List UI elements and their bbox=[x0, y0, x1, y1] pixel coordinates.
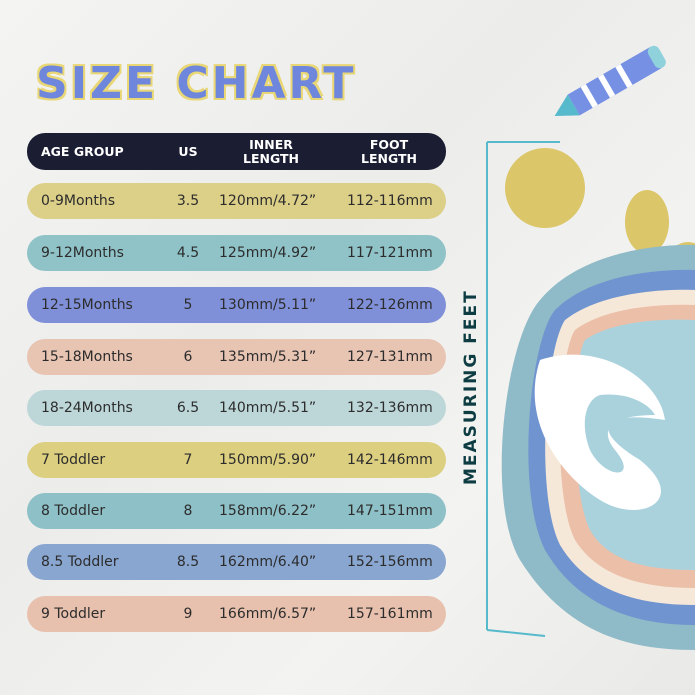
foot-length-cell: 122-126mm bbox=[347, 297, 433, 313]
age-cell: 8.5 Toddler bbox=[41, 554, 119, 570]
foot-length-cell: 152-156mm bbox=[347, 554, 433, 570]
inner-length-cell: 130mm/5.11” bbox=[219, 297, 317, 313]
ruler-lines bbox=[486, 141, 560, 637]
foot-shape bbox=[501, 148, 695, 651]
header-inner-line2: LENGTH bbox=[243, 150, 299, 166]
inner-length-cell: 135mm/5.31” bbox=[219, 349, 317, 365]
table-row: 9 Toddler 9 166mm/6.57” 157-161mm bbox=[27, 596, 446, 632]
table-row: 8 Toddler 8 158mm/6.22” 147-151mm bbox=[27, 493, 446, 529]
age-cell: 9-12Months bbox=[41, 245, 124, 261]
age-cell: 18-24Months bbox=[41, 400, 133, 416]
us-cell: 6 bbox=[183, 349, 193, 365]
header-inner-length: INNER LENGTH bbox=[231, 136, 311, 166]
us-cell: 7 bbox=[183, 452, 193, 468]
age-cell: 7 Toddler bbox=[41, 452, 106, 468]
foot-length-cell: 157-161mm bbox=[347, 606, 433, 622]
inner-length-cell: 140mm/5.51” bbox=[219, 400, 317, 416]
foot-length-cell: 112-116mm bbox=[347, 193, 433, 209]
us-cell: 4.5 bbox=[176, 245, 200, 261]
inner-length-cell: 166mm/6.57” bbox=[219, 606, 317, 622]
table-row: 18-24Months 6.5 140mm/5.51” 132-136mm bbox=[27, 390, 446, 426]
foot-length-cell: 132-136mm bbox=[347, 400, 433, 416]
us-cell: 9 bbox=[183, 606, 193, 622]
table-row: 7 Toddler 7 150mm/5.90” 142-146mm bbox=[27, 442, 446, 478]
us-cell: 8.5 bbox=[176, 554, 200, 570]
table-row: 12-15Months 5 130mm/5.11” 122-126mm bbox=[27, 287, 446, 323]
table-row: 9-12Months 4.5 125mm/4.92” 117-121mm bbox=[27, 235, 446, 271]
header-foot-line1: FOOT bbox=[369, 136, 409, 152]
pencil-icon bbox=[554, 45, 666, 116]
inner-length-cell: 150mm/5.90” bbox=[219, 452, 317, 468]
foot-length-cell: 117-121mm bbox=[347, 245, 433, 261]
age-cell: 9 Toddler bbox=[41, 606, 106, 622]
header-foot-line2: LENGTH bbox=[361, 150, 417, 166]
us-cell: 8 bbox=[183, 503, 193, 519]
foot-length-cell: 142-146mm bbox=[347, 452, 433, 468]
us-cell: 6.5 bbox=[176, 400, 200, 416]
header-us: US bbox=[178, 144, 198, 159]
header-inner-line1: INNER bbox=[249, 136, 293, 152]
foot-length-cell: 127-131mm bbox=[347, 349, 433, 365]
inner-length-cell: 162mm/6.40” bbox=[219, 554, 317, 570]
page-title: SIZE CHART bbox=[35, 57, 357, 110]
header-foot-length: FOOT LENGTH bbox=[349, 136, 429, 166]
measuring-feet-label: MEASURING FEET bbox=[461, 289, 481, 485]
us-cell: 3.5 bbox=[176, 193, 200, 209]
age-cell: 8 Toddler bbox=[41, 503, 106, 519]
foot-length-cell: 147-151mm bbox=[347, 503, 433, 519]
age-cell: 0-9Months bbox=[41, 193, 116, 209]
us-cell: 5 bbox=[183, 297, 193, 313]
table-row: 0-9Months 3.5 120mm/4.72” 112-116mm bbox=[27, 183, 446, 219]
inner-length-cell: 125mm/4.92” bbox=[219, 245, 317, 261]
table-header: AGE GROUP US INNER LENGTH FOOT LENGTH bbox=[27, 133, 446, 170]
table-row: 8.5 Toddler 8.5 162mm/6.40” 152-156mm bbox=[27, 544, 446, 580]
age-cell: 15-18Months bbox=[41, 349, 133, 365]
table-row: 15-18Months 6 135mm/5.31” 127-131mm bbox=[27, 339, 446, 375]
age-cell: 12-15Months bbox=[41, 297, 133, 313]
inner-length-cell: 120mm/4.72” bbox=[219, 193, 317, 209]
header-age-group: AGE GROUP bbox=[41, 144, 124, 159]
inner-length-cell: 158mm/6.22” bbox=[219, 503, 317, 519]
